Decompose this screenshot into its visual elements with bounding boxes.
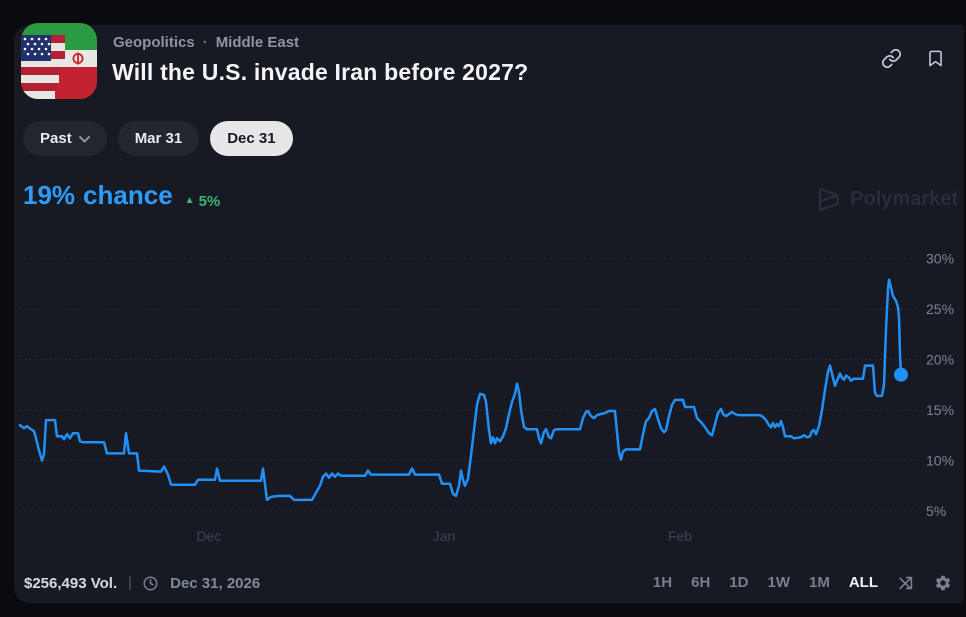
polymarket-logo-icon [819,187,839,212]
iran-emblem [72,52,84,65]
breadcrumb-subcategory[interactable]: Middle East [215,34,300,51]
footer-divider [129,576,132,590]
timeframe-pills: Past Mar 31 Dec 31 [23,121,293,156]
range-1w[interactable]: 1W [767,574,790,591]
chevron-down-icon [78,136,90,143]
ytick-30pct: 30% [926,251,954,267]
market-icon-us-iran-flag [21,23,97,99]
ytick-25pct: 25% [926,301,954,317]
triangle-up-icon: ▲ [184,195,195,206]
chance-display: 19% chance ▲ 5% [23,180,220,211]
polymarket-watermark: Polymarket [815,186,958,213]
xtick-dec: Dec [197,528,222,544]
ytick-10pct: 10% [926,453,954,469]
polymarket-wordmark: Polymarket [850,188,958,210]
breadcrumb-separator: · [202,34,208,51]
ytick-20pct: 20% [926,352,954,368]
breadcrumb-category[interactable]: Geopolitics [113,34,195,51]
ytick-5pct: 5% [926,503,946,519]
compare-button[interactable] [896,573,916,593]
settings-button[interactable] [933,573,953,593]
arrows-cross-icon [899,576,913,589]
xtick-jan: Jan [433,528,456,544]
range-1m[interactable]: 1M [808,574,830,591]
clock-icon [143,576,158,591]
price-line [18,278,903,502]
copy-link-button[interactable] [881,48,902,72]
footer-market-info: $256,493 Vol. Dec 31, 2026 [24,573,260,593]
end-date-label: Dec 31, 2026 [170,574,261,592]
range-all[interactable]: ALL [848,574,878,591]
price-change: ▲ 5% [185,193,221,210]
bookmark-icon [929,50,942,67]
xtick-feb: Feb [668,528,692,544]
us-flag-part [21,35,65,99]
price-change-value: 5% [198,193,221,210]
gear-icon [935,575,951,590]
link-icon [881,48,902,69]
past-dropdown-label: Past [40,130,72,147]
chip-mar-31[interactable]: Mar 31 [117,121,200,156]
range-6h[interactable]: 6H [691,574,711,591]
bookmark-button[interactable] [926,49,945,71]
range-1h[interactable]: 1H [652,574,673,591]
probability-chart[interactable]: 30% 25% 20% 15% 10% 5% Dec Jan Feb [0,230,966,570]
chart-controls: 1H 6H 1D 1W 1M ALL [652,572,953,593]
chip-dec-31[interactable]: Dec 31 [210,121,293,156]
chance-value: 19% chance [23,180,173,210]
past-dropdown[interactable]: Past [23,121,107,156]
volume-label: $256,493 Vol. [24,574,118,592]
market-title: Will the U.S. invade Iran before 2027? [112,59,529,85]
range-1d[interactable]: 1D [729,574,749,591]
breadcrumb: Geopolitics · Middle East [113,34,299,51]
last-price-dot [894,367,908,382]
ytick-15pct: 15% [926,402,954,418]
us-iran-flag-icon [21,23,97,99]
